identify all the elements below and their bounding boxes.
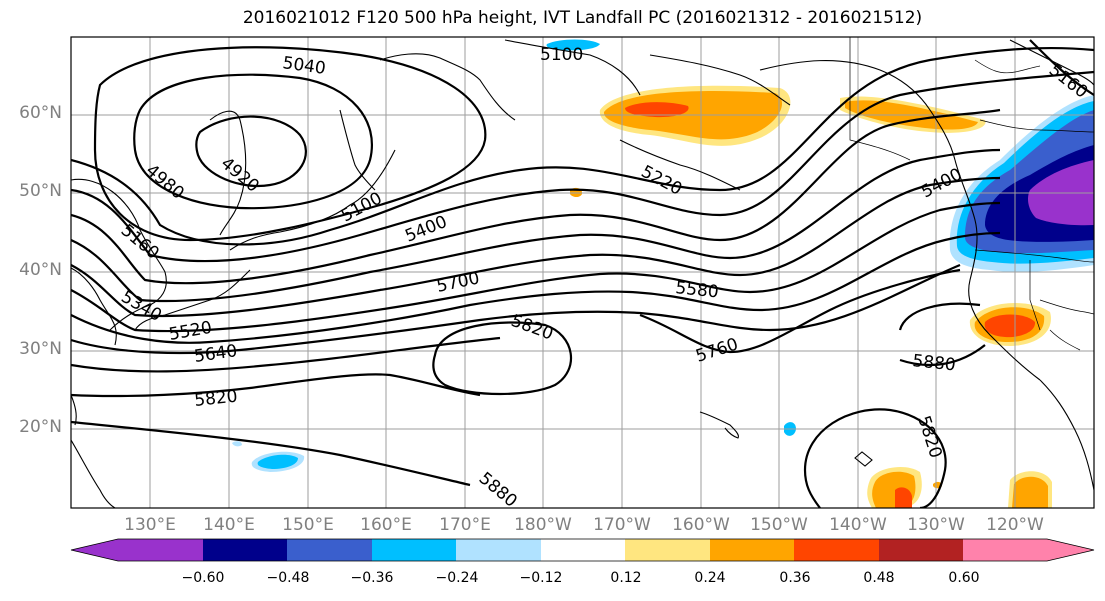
colorbar-tick: −0.36 xyxy=(350,570,394,586)
contour-label: 5580 xyxy=(674,278,719,302)
graticule xyxy=(71,37,1094,508)
colorbar-tick: −0.12 xyxy=(519,570,563,586)
colorbar-tick: 0.48 xyxy=(863,570,895,586)
lat-label-20n: 20°N xyxy=(19,417,62,437)
contour-label: 5820 xyxy=(508,311,555,345)
colorbar-segment xyxy=(963,539,1047,561)
colorbar-segment xyxy=(625,539,710,561)
contour-label: 5880 xyxy=(475,469,521,512)
lon-label-170e: 170°E xyxy=(439,515,491,535)
height-contours xyxy=(71,39,1094,508)
ivt-positive-shading xyxy=(570,85,1052,508)
lat-label-40n: 40°N xyxy=(19,260,62,280)
lon-label-150w: 150°W xyxy=(750,515,808,535)
colorbar-segment xyxy=(118,539,203,561)
contour-label: 5820 xyxy=(913,413,945,460)
colorbar xyxy=(70,538,1095,562)
colorbar-tick: 0.24 xyxy=(694,570,726,586)
colorbar-segment xyxy=(541,539,625,561)
contour-label: 5340 xyxy=(118,287,165,326)
lon-label-120w: 120°W xyxy=(986,515,1044,535)
colorbar-tick: 0.36 xyxy=(779,570,811,586)
colorbar-tick: 0.12 xyxy=(610,570,642,586)
contour-label: 5160 xyxy=(1045,60,1091,102)
contour-label: 5640 xyxy=(193,341,239,367)
lon-label-160e: 160°E xyxy=(360,515,412,535)
lon-label-140e: 140°E xyxy=(203,515,255,535)
lon-label-160w: 160°W xyxy=(672,515,730,535)
contour-label: 5100 xyxy=(540,45,583,65)
colorbar-extend-min xyxy=(71,539,118,561)
contour-label: 5400 xyxy=(918,164,966,202)
contour-label: 5520 xyxy=(167,318,213,345)
colorbar-segment xyxy=(879,539,963,561)
colorbar-segment xyxy=(287,539,372,561)
colorbar-segment xyxy=(372,539,456,561)
contour-label: 5220 xyxy=(638,162,686,200)
lon-label-170w: 170°W xyxy=(593,515,651,535)
colorbar-segment xyxy=(710,539,794,561)
contour-label: 4920 xyxy=(217,154,263,197)
colorbar-extend-max xyxy=(1047,539,1094,561)
lat-label-30n: 30°N xyxy=(19,339,62,359)
colorbar-segment xyxy=(456,539,541,561)
colorbar-segment xyxy=(794,539,879,561)
lat-label-60n: 60°N xyxy=(19,103,62,123)
map-frame xyxy=(70,36,1095,509)
lon-label-130e: 130°E xyxy=(124,515,176,535)
lon-label-150e: 150°E xyxy=(282,515,334,535)
colorbar-tick: −0.24 xyxy=(435,570,479,586)
contour-label: 5760 xyxy=(693,334,740,366)
lon-label-130w: 130°W xyxy=(907,515,965,535)
contour-label: 5040 xyxy=(281,53,327,79)
contour-label: 5880 xyxy=(911,351,956,375)
colorbar-segment xyxy=(203,539,287,561)
lat-label-50n: 50°N xyxy=(19,181,62,201)
colorbar-tick: −0.60 xyxy=(181,570,225,586)
lon-label-140w: 140°W xyxy=(829,515,887,535)
contour-label: 5820 xyxy=(193,387,238,411)
ivt-negative-shading xyxy=(232,39,1094,472)
figure-title: 2016021012 F120 500 hPa height, IVT Land… xyxy=(242,8,923,28)
lon-label-180w: 180°W xyxy=(514,515,572,535)
map-area: 5040 5100 4980 4920 5160 5100 5400 5220 … xyxy=(71,37,1094,512)
colorbar-tick: 0.60 xyxy=(948,570,980,586)
colorbar-tick: −0.48 xyxy=(266,570,310,586)
